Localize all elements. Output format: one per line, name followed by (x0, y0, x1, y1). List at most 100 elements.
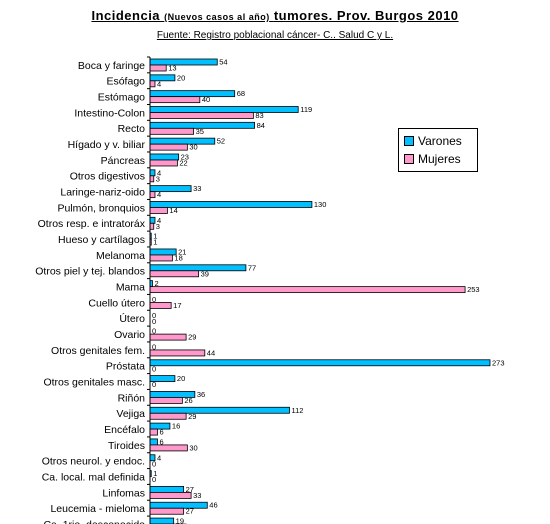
category-label: Hueso y cartílagos (58, 234, 145, 246)
data-label-varones: 119 (300, 105, 312, 114)
bar-mujeres (149, 96, 201, 104)
bar-mujeres (149, 112, 254, 119)
category-label: Boca y faringe (78, 60, 145, 72)
category-label: Estómago (98, 92, 145, 104)
bar-mujeres (149, 254, 173, 262)
bar-varones (149, 106, 299, 113)
bar-mujeres (149, 492, 192, 499)
data-label-mujeres: 3 (156, 222, 160, 231)
data-label-mujeres: 6 (159, 428, 163, 437)
data-label-varones: 54 (219, 58, 227, 67)
data-label-mujeres: 33 (193, 491, 201, 500)
data-label-varones: 20 (177, 73, 185, 82)
data-label-varones: 6 (159, 437, 163, 446)
data-label-mujeres: 39 (201, 269, 209, 278)
bar-varones (149, 58, 218, 66)
category-label: Otros digestivos (70, 171, 145, 183)
category-label: Esófago (106, 76, 145, 88)
category-label: Tiroides (108, 440, 145, 452)
data-label-varones: 33 (193, 184, 201, 193)
category-label: Melanoma (96, 250, 145, 262)
category-label: Ca. 1rio. desconocido (43, 519, 145, 524)
bar-varones (149, 438, 158, 446)
legend-item-mujeres: Mujeres (404, 151, 461, 167)
data-label-varones: 0 (152, 295, 156, 304)
data-label-varones: 4 (157, 168, 161, 177)
bar-varones (149, 517, 175, 524)
data-label-varones: 19 (176, 517, 184, 524)
title-prefix: Incidencia (91, 8, 161, 23)
category-label: Riñón (118, 392, 146, 404)
bar-varones (149, 248, 177, 256)
bar-mujeres (149, 222, 155, 230)
bar-mujeres (149, 428, 158, 436)
category-label: Otros genitales masc. (43, 377, 145, 389)
bar-mujeres (149, 127, 194, 135)
category-label: Hígado y v. biliar (68, 139, 146, 151)
category-label: Cuello útero (88, 297, 145, 309)
title-note: (Nuevos casos al año) (164, 12, 270, 22)
chart-subtitle: Fuente: Registro poblacional cáncer- C..… (156, 30, 394, 41)
bar-mujeres (149, 64, 167, 72)
data-label-mujeres: 1 (153, 238, 157, 247)
bar-mujeres (149, 207, 168, 214)
data-label-mujeres: 35 (196, 127, 204, 136)
data-label-mujeres: 4 (157, 190, 161, 199)
data-label-varones: 16 (172, 422, 180, 431)
legend-label-varones: Varones (418, 134, 462, 148)
legend-swatch-varones (404, 136, 414, 146)
category-label: Linfomas (102, 487, 145, 499)
data-label-varones: 27 (186, 485, 194, 494)
data-label-mujeres: 83 (255, 111, 263, 120)
bar-mujeres (149, 80, 156, 88)
data-label-mujeres: 44 (207, 348, 215, 357)
category-label: Páncreas (101, 155, 145, 167)
data-label-mujeres: 13 (168, 64, 176, 73)
data-label-mujeres: 0 (152, 459, 156, 468)
data-label-varones: 130 (314, 200, 327, 209)
bar-mujeres (149, 412, 187, 420)
bar-varones (149, 501, 208, 509)
category-label: Recto (118, 123, 146, 135)
category-label: Encéfalo (104, 424, 145, 436)
data-label-mujeres: 0 (152, 380, 156, 389)
data-label-mujeres: 14 (169, 206, 177, 215)
data-label-mujeres: 40 (202, 95, 210, 104)
bar-varones (149, 137, 216, 145)
legend-swatch-mujeres (404, 154, 414, 164)
category-label: Otros genitales fem. (51, 345, 145, 357)
bar-varones (149, 216, 156, 224)
category-label: Otros piel y tej. blandos (35, 266, 145, 278)
category-label: Otros resp. e intratoráx (38, 218, 146, 230)
category-label: Próstata (106, 361, 145, 373)
data-label-varones: 4 (157, 216, 161, 225)
bar-varones (149, 90, 236, 98)
data-label-varones: 46 (209, 501, 217, 510)
data-label-mujeres: 0 (152, 475, 156, 484)
category-label: Ovario (114, 329, 145, 341)
data-label-mujeres: 29 (188, 523, 196, 524)
data-label-varones: 77 (248, 263, 256, 272)
data-label-mujeres: 29 (188, 412, 196, 421)
bar-mujeres (149, 270, 199, 278)
bar-varones (149, 406, 290, 414)
bar-varones (149, 169, 156, 177)
data-label-mujeres: 30 (189, 443, 197, 452)
data-label-varones: 84 (257, 121, 265, 130)
data-label-varones: 36 (197, 390, 205, 399)
data-label-varones: 273 (492, 358, 505, 367)
data-label-varones: 0 (152, 311, 156, 320)
data-label-mujeres: 3 (156, 174, 160, 183)
bar-mujeres (149, 333, 187, 341)
data-label-mujeres: 253 (467, 285, 480, 294)
bar-varones (149, 486, 185, 493)
data-label-varones: 1 (153, 469, 157, 478)
data-label-mujeres: 0 (152, 317, 156, 326)
bar-varones (149, 264, 247, 272)
bar-mujeres (149, 507, 185, 515)
data-label-varones: 23 (181, 152, 189, 161)
data-label-mujeres: 22 (179, 158, 187, 167)
bar-mujeres (149, 444, 188, 452)
bar-mujeres (149, 349, 206, 357)
